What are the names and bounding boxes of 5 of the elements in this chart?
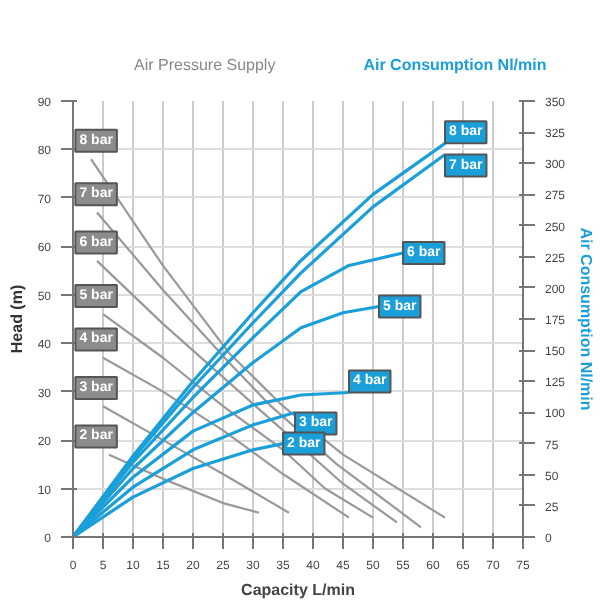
y-axis-title: Head (m) (7, 284, 26, 354)
x-axis-title: Capacity L/min (241, 581, 356, 599)
text: Air Pressure Supply (134, 56, 276, 74)
y2-axis-title: Air Consumption Nl/min (577, 227, 596, 411)
text: Air Consumption Nl/min (363, 56, 547, 74)
